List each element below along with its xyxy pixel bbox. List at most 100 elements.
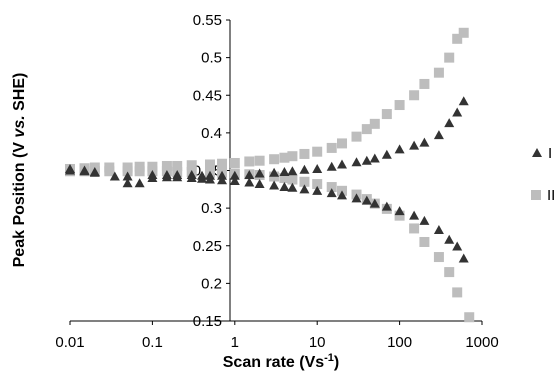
x-tick-label: 100 [387,334,412,351]
series-II-point [458,27,469,38]
series-II-point [381,109,392,120]
series-II-point [444,267,455,278]
series-I-point [172,172,183,182]
series-II-point [394,210,405,221]
series-II-point [433,252,444,263]
series-I-point [122,178,133,188]
series-II-point [172,160,183,171]
x-tick-label: 1000 [465,334,498,351]
series-I-point [254,168,265,178]
series-I-point [452,107,463,117]
series-II-point [419,236,430,247]
series-II-point [204,159,215,170]
series-II-point [312,146,323,157]
series-I-point [361,155,372,165]
series-I-point [217,175,228,185]
series-I-point [197,173,208,183]
series-I-point [254,179,265,189]
series-I-point [409,140,420,150]
series-II-point [326,142,337,153]
series-II-point [122,166,133,177]
series-II-point [452,33,463,44]
x-tick-label: 0.01 [55,334,84,351]
series-I-point [229,170,240,180]
series-II-point [419,78,430,89]
series-II-point [351,131,362,142]
series-I-point [89,167,100,177]
x-tick-label: 0.1 [142,334,163,351]
series-I-point [369,198,380,208]
series-I-point [444,118,455,128]
y-tick-label: 0.2 [201,275,222,292]
series-I-point [312,163,323,173]
series-II-point [279,152,290,163]
y-tick-label: 0.55 [193,12,222,29]
series-I-point [299,184,310,194]
series-I-point [458,253,469,263]
series-I-point [394,206,405,216]
series-I-point [244,170,255,180]
x-tick-label: 1 [231,334,239,351]
series-II-point [229,157,240,168]
legend-marker-I [532,148,542,157]
x-axis-title: Scan rate (Vs-1) [223,352,340,371]
series-I-point [337,190,348,200]
series-I-point [161,172,172,182]
series-I-point [204,174,215,184]
series-I-point [244,177,255,187]
series-I-point [351,193,362,203]
series-II-point [444,52,455,63]
series-I-point [269,167,280,177]
series-II-point [369,118,380,129]
series-I-point [326,188,337,198]
series-II-point [337,138,348,149]
x-tick-label: 10 [309,334,326,351]
series-I-point [419,137,430,147]
legend-marker-II [531,190,541,200]
y-tick-label: 0.25 [193,238,222,255]
series-I-point [147,173,158,183]
series-I-point [337,159,348,169]
legend-label-II: II [547,187,555,204]
series-I-point [444,234,455,244]
series-II-point [217,158,228,169]
data-points [65,27,475,323]
series-II-point [186,160,197,171]
series-I-point [134,178,145,188]
series-II-point [312,179,323,190]
series-II-point [299,148,310,159]
series-I-point [279,167,290,177]
series-I-point [409,210,420,220]
series-I-point [361,195,372,205]
series-I-point [351,157,362,167]
series-II-point [409,223,420,234]
series-I-point [452,241,463,251]
series-I-point [269,180,280,190]
legend-label-I: I [548,145,552,162]
series-I-point [186,173,197,183]
series-I-point [279,182,290,192]
series-II-point [254,155,265,166]
series-II-point [452,287,463,298]
series-II-point [269,154,280,165]
series-II-point [394,100,405,111]
series-I-point [326,161,337,171]
y-tick-label: 0.45 [193,87,222,104]
series-I-point [287,182,298,192]
series-I-point [65,165,75,175]
series-II-point [244,156,255,167]
y-axis-title: Peak Position (V vs. SHE) [11,73,28,268]
series-I-point [458,96,469,106]
series-I-point [433,130,444,140]
series-I-point [122,171,133,181]
series-I-point [369,153,380,163]
series-II-point [409,90,420,101]
series-I-point [419,215,430,225]
series-II-point [104,166,115,177]
series-II-point [361,124,372,135]
series-II-point [299,176,310,187]
series-I-point [229,176,240,186]
series-I-point [299,164,310,174]
series-I-point [79,166,90,176]
